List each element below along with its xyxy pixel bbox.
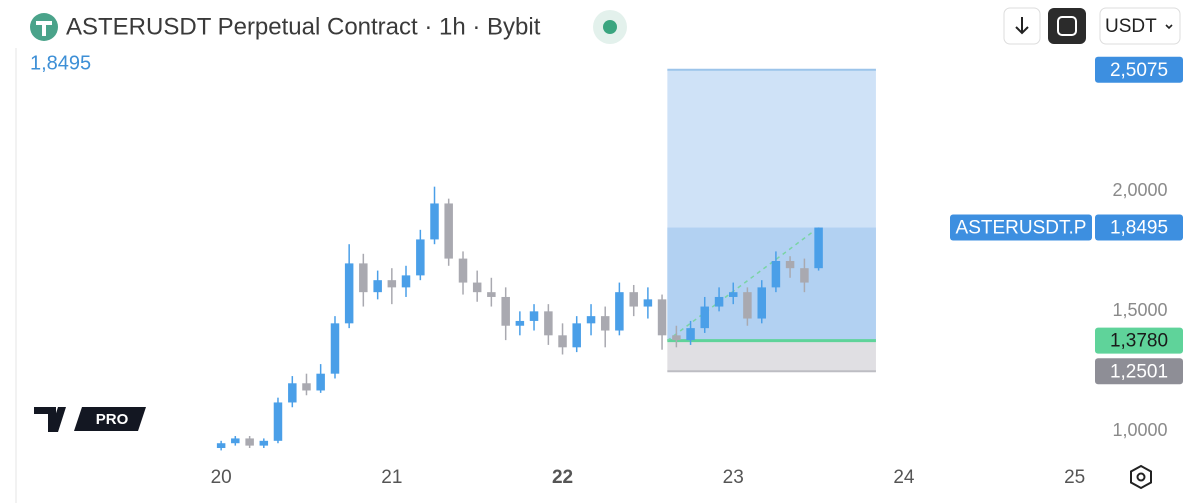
filled-zone [667,227,876,341]
candle-body [416,239,425,276]
candle-body [302,383,311,391]
x-tick-label: 23 [723,467,744,488]
candle-body [487,292,496,297]
candle-body [743,292,752,319]
fullscreen-button[interactable] [1048,8,1086,44]
candle-body [714,296,724,307]
candle-body [672,335,681,341]
stop-label-box [1095,358,1183,385]
logo-text: PRO [96,411,129,428]
currency-select[interactable] [1099,7,1181,45]
last-price-label-box [1095,214,1183,241]
currency-label: USDT [1105,16,1157,37]
target-label: 2,5075 [1110,60,1168,81]
candle-body [231,438,240,444]
plot: 1,0000 1,5000 2,0000 20 21 22 23 24 25 2,5075 1,84… [211,56,1183,488]
candle-body [472,282,482,293]
candle-body [245,438,254,446]
settings-button[interactable] [1130,464,1152,490]
y-tick-label: 1,5000 [1112,300,1167,320]
candle-body [330,323,340,374]
x-tick-label: 20 [211,467,232,488]
entry-label: 1,3780 [1110,331,1168,352]
stop-zone [667,340,876,372]
download-icon [1015,17,1029,35]
last-price-label: 1,8495 [1110,218,1168,239]
stop-label: 1,2501 [1110,361,1168,382]
status-dot [603,20,617,34]
candle-body [600,316,610,331]
candle-body [572,323,581,348]
candle-body [586,316,596,324]
candle-body [401,275,411,288]
candle-body [430,203,439,240]
tv-logo: PRO [34,407,146,432]
coin-glyph [36,21,52,36]
candle-body [728,292,738,297]
candle-body [800,268,809,283]
x-tick-label: 25 [1064,467,1085,488]
candle-body [344,263,354,324]
candle-body [629,292,638,307]
chart-title: ASTERUSDT Perpetual Contract · 1h · Bybi… [66,13,541,40]
logo-mark [34,407,66,432]
candle-body [273,402,283,441]
candle-body [657,299,667,336]
candle-body [501,296,510,326]
y-tick-label: 2,0000 [1112,180,1167,200]
candle-body [558,335,567,348]
candle-body [529,311,539,321]
candle-body [771,260,781,288]
candle-body [785,260,795,269]
candle-body [216,443,226,449]
x-tick-label: 21 [381,467,402,488]
last-price: 1,8495 [30,52,91,74]
currency-caret [1165,24,1173,30]
candle-body [757,287,766,319]
candle-body [643,299,653,307]
target-label-box [1095,56,1183,83]
y-tick-label: 1,0000 [1112,420,1167,440]
candle-body [444,203,453,259]
candle-body [814,227,823,269]
candle-body [686,328,695,341]
symbol-label-box [950,214,1092,241]
x-tick-label: 24 [893,467,915,488]
candle-body [259,440,269,446]
candle-body [458,258,468,283]
candle-body [515,320,525,326]
candle-body [615,292,624,331]
logo-badge [74,407,146,431]
x-tick-label: 22 [552,467,573,488]
settings-icon [1136,472,1146,482]
candle-body [316,373,325,391]
candle-body [373,280,382,293]
candle-body [288,383,297,403]
candle-body [700,306,709,329]
candle-body [544,311,553,336]
symbol-label: ASTERUSDT.P [956,218,1087,239]
fullscreen-icon [1057,16,1077,36]
candle-body [359,263,368,293]
entry-label-box [1095,327,1183,354]
candle-body [387,280,397,288]
